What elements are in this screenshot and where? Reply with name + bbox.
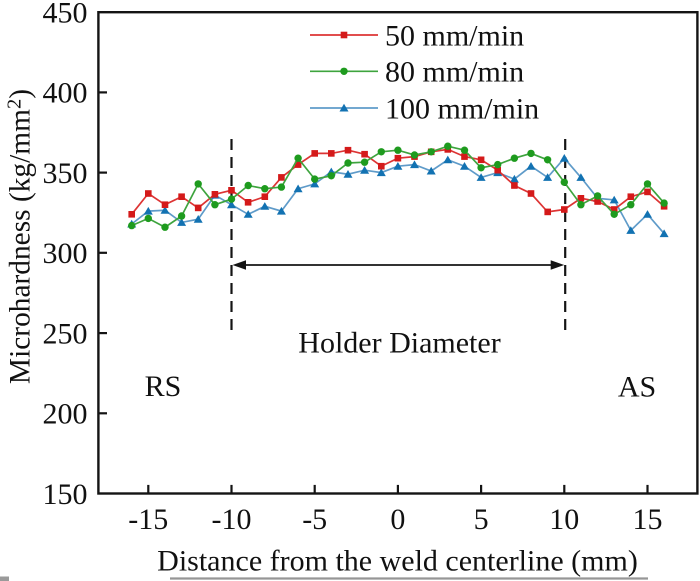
svg-text:Microhardness (kg/mm2): Microhardness (kg/mm2) xyxy=(4,89,37,384)
svg-text:350: 350 xyxy=(43,157,88,190)
svg-text:-10: -10 xyxy=(212,503,252,536)
svg-text:-5: -5 xyxy=(302,503,327,536)
svg-text:5: 5 xyxy=(474,503,489,536)
svg-text:Holder Diameter: Holder Diameter xyxy=(298,327,500,360)
svg-text:10: 10 xyxy=(549,503,579,536)
svg-text:50 mm/min: 50 mm/min xyxy=(385,19,524,52)
svg-text:0: 0 xyxy=(390,503,405,536)
svg-text:200: 200 xyxy=(43,398,88,431)
svg-text:400: 400 xyxy=(43,77,88,110)
svg-text:Distance from the weld centerl: Distance from the weld centerline (mm) xyxy=(157,545,638,578)
svg-text:450: 450 xyxy=(43,0,88,30)
svg-text:250: 250 xyxy=(43,317,88,350)
svg-text:300: 300 xyxy=(43,237,88,270)
svg-text:150: 150 xyxy=(43,478,88,511)
svg-text:-15: -15 xyxy=(128,503,168,536)
svg-text:RS: RS xyxy=(145,370,182,403)
svg-text:80 mm/min: 80 mm/min xyxy=(385,56,524,89)
svg-text:100 mm/min: 100 mm/min xyxy=(385,92,539,125)
svg-text:AS: AS xyxy=(618,371,656,404)
svg-text:15: 15 xyxy=(633,503,663,536)
